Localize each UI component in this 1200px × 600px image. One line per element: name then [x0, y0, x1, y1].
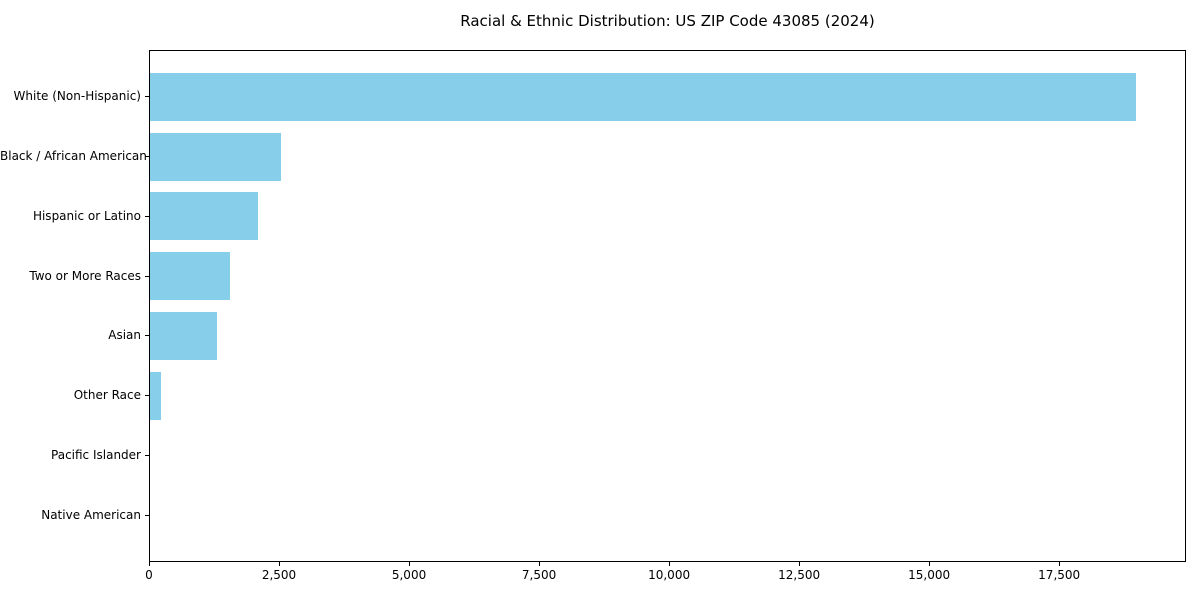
- bar: [150, 72, 1136, 121]
- y-tick-label: White (Non-Hispanic): [13, 89, 141, 104]
- x-tick-label: 17,500: [1038, 568, 1081, 582]
- x-tick-label: 5,000: [391, 568, 427, 582]
- plot-area: [149, 50, 1186, 562]
- x-tick-label: 15,000: [908, 568, 951, 582]
- x-tick-mark: [798, 562, 800, 566]
- y-tick-mark: [145, 96, 149, 98]
- y-tick-label: Other Race: [73, 388, 141, 403]
- bar: [150, 371, 161, 420]
- x-tick-label: 12,500: [778, 568, 821, 582]
- y-tick-mark: [145, 395, 149, 397]
- y-tick-mark: [145, 215, 149, 217]
- x-tick-mark: [408, 562, 410, 566]
- x-tick-label: 2,500: [261, 568, 297, 582]
- x-tick-label: 0: [145, 568, 153, 582]
- x-tick-mark: [278, 562, 280, 566]
- y-tick-label: Two or More Races: [29, 268, 141, 283]
- y-tick-mark: [145, 335, 149, 337]
- x-tick-label: 10,000: [648, 568, 691, 582]
- x-tick-mark: [148, 562, 150, 566]
- y-tick-mark: [145, 275, 149, 277]
- chart-title: Racial & Ethnic Distribution: US ZIP Cod…: [460, 12, 875, 30]
- y-tick-label: Native American: [41, 507, 141, 522]
- bar: [150, 132, 281, 181]
- x-tick-mark: [1058, 562, 1060, 566]
- bar: [150, 252, 231, 301]
- y-tick-label: Hispanic or Latino: [32, 208, 141, 223]
- y-tick-mark: [145, 454, 149, 456]
- y-tick-label: Black / African American: [0, 149, 147, 164]
- x-tick-mark: [928, 562, 930, 566]
- y-tick-mark: [145, 156, 149, 158]
- y-tick-mark: [145, 514, 149, 516]
- x-tick-mark: [668, 562, 670, 566]
- y-tick-label: Asian: [108, 328, 141, 343]
- bar: [150, 192, 258, 241]
- x-tick-label: 7,500: [521, 568, 557, 582]
- y-tick-label: Pacific Islander: [51, 447, 141, 462]
- bar: [150, 311, 218, 360]
- x-tick-mark: [538, 562, 540, 566]
